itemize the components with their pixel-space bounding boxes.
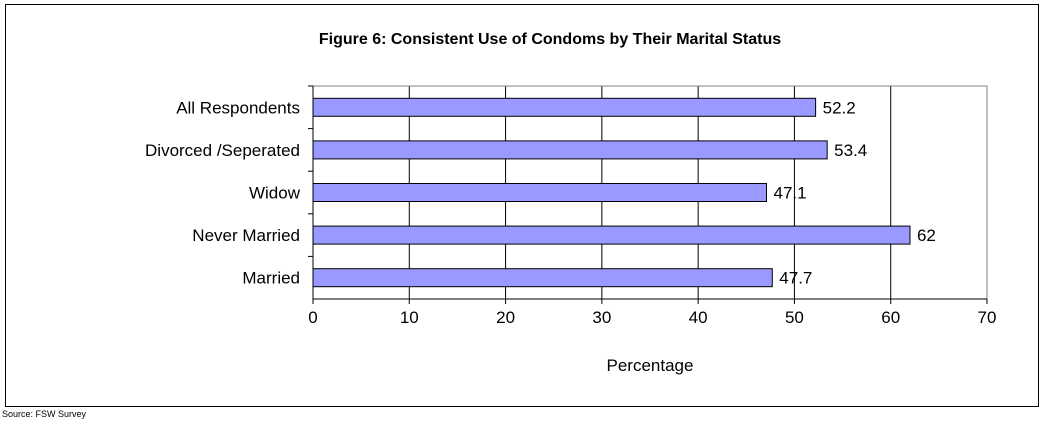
chart-title: Figure 6: Consistent Use of Condoms by T…: [319, 31, 781, 48]
bar: [312, 268, 773, 288]
bars: [312, 97, 911, 288]
x-tick-label: 40: [689, 308, 708, 327]
data-label: 52.2: [823, 98, 856, 117]
bar: [312, 97, 817, 117]
data-label: 47.7: [779, 269, 812, 288]
category-label: Married: [242, 269, 300, 288]
x-tick-label: 20: [496, 308, 515, 327]
chart-frame: [5, 4, 1039, 407]
category-label: All Respondents: [176, 98, 300, 117]
axes: [308, 85, 988, 304]
data-label: 53.4: [834, 141, 867, 160]
category-label: Never Married: [192, 226, 300, 245]
x-tick-label: 70: [978, 308, 997, 327]
x-tick-label: 50: [785, 308, 804, 327]
x-tick-label: 0: [308, 308, 317, 327]
bar: [312, 225, 911, 245]
data-label: 62: [917, 226, 936, 245]
x-tick-label: 30: [592, 308, 611, 327]
x-tick-label: 10: [400, 308, 419, 327]
bar: [312, 183, 768, 202]
x-tick-label: 60: [881, 308, 900, 327]
bar: [312, 140, 828, 160]
labels: 0 10 20 30 40 50 60 70 All Respondents 52.2 Divorc…: [145, 98, 996, 327]
source-note: Source: FSW Survey: [2, 409, 87, 419]
x-axis-label: Percentage: [607, 356, 694, 375]
category-label: Divorced /Seperated: [145, 141, 300, 160]
category-label: Widow: [249, 184, 301, 203]
data-label: 47.1: [774, 184, 807, 203]
